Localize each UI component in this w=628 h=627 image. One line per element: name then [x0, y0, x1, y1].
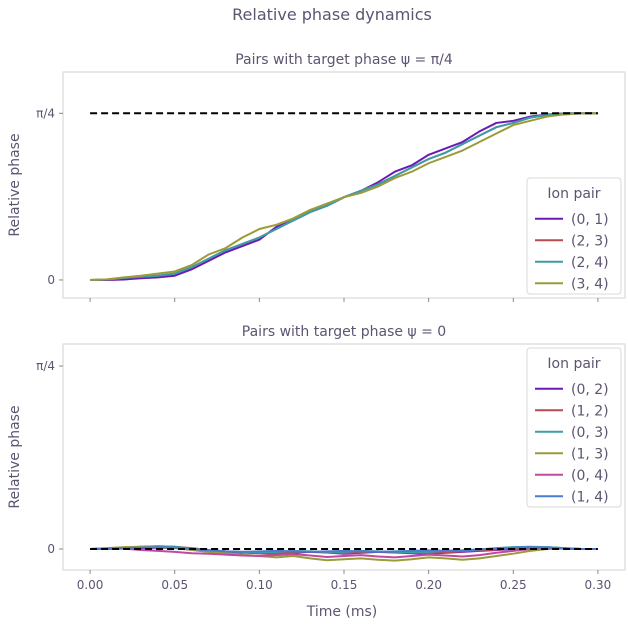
legend-box — [526, 177, 622, 295]
series-line-0-4 — [90, 547, 598, 559]
x-tick-label: 0.15 — [331, 578, 358, 592]
legend-title: Ion pair — [547, 356, 600, 372]
x-tick-label: 0.20 — [415, 578, 442, 592]
y-axis-label: Relative phase — [7, 405, 23, 508]
legend-entry: (0, 3) — [571, 425, 609, 441]
series-line-1-4 — [90, 546, 598, 553]
legend-entry: (1, 3) — [571, 446, 609, 462]
chart-title: Pairs with target phase ψ = π/4 — [235, 52, 453, 68]
x-tick-label: 0.10 — [246, 578, 273, 592]
legend-entry: (0, 4) — [571, 468, 609, 484]
figure-title: Relative phase dynamics — [232, 5, 432, 24]
chart-title: Pairs with target phase ψ = 0 — [242, 324, 446, 340]
top-chart-panel: Pairs with target phase ψ = π/4 Relative … — [7, 52, 626, 302]
x-axis-label: Time (ms) — [306, 604, 378, 620]
legend-entry: (2, 3) — [571, 233, 609, 249]
series-line-3-4 — [90, 112, 598, 281]
y-tick-label: 0 — [47, 542, 55, 556]
y-tick-label: π/4 — [36, 106, 55, 120]
legend-entry: (1, 4) — [571, 489, 609, 505]
legend-entry: (1, 2) — [571, 403, 609, 419]
y-axis-label: Relative phase — [7, 133, 23, 236]
x-tick-label: 0.00 — [77, 578, 104, 592]
legend-entry: (0, 2) — [571, 382, 609, 398]
y-tick-label: 0 — [47, 273, 55, 287]
legend-title: Ion pair — [547, 186, 600, 202]
x-tick-label: 0.05 — [161, 578, 188, 592]
legend: Ion pair (0, 2) (1, 2) (0, 3) (1, 3) (0, 4) (1… — [526, 347, 622, 508]
bottom-chart-panel: Pairs with target phase ψ = 0 Relative ph… — [7, 324, 626, 592]
legend-entry: (0, 1) — [571, 212, 609, 228]
legend-entry: (2, 4) — [571, 255, 609, 271]
y-tick-label: π/4 — [36, 359, 55, 373]
legend: Ion pair (0, 1) (2, 3) (2, 4) (3, 4) — [526, 177, 622, 295]
legend-entry: (3, 4) — [571, 276, 609, 292]
x-tick-label: 0.25 — [500, 578, 527, 592]
x-tick-label: 0.30 — [585, 578, 612, 592]
